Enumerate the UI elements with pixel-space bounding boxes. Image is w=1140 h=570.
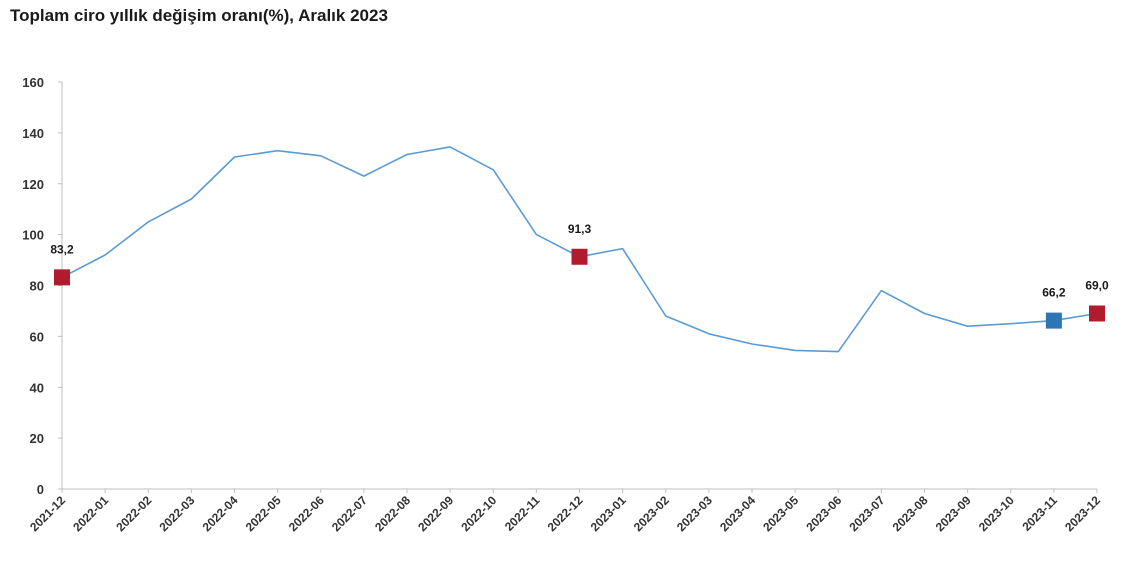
x-tick-label: 2022-08: [372, 493, 413, 534]
y-tick-label: 40: [30, 380, 44, 395]
y-tick-label: 120: [22, 177, 44, 192]
chart-axes: [61, 82, 1097, 490]
highlight-marker: [1045, 312, 1062, 329]
highlight-marker: [1089, 305, 1105, 322]
highlight-marker: [571, 248, 588, 265]
x-tick-label: 2022-05: [243, 493, 284, 534]
x-tick-label: 2023-09: [933, 493, 974, 534]
data-label: 91,3: [568, 222, 592, 236]
x-tick-label: 2023-06: [803, 493, 844, 534]
x-tick-label: 2023-03: [674, 493, 715, 534]
x-tick-label: 2022-01: [70, 493, 111, 534]
x-tick-labels: 2021-12 2022-01 2022-02 2022-03 2022-04 2022-…: [27, 489, 1103, 534]
x-tick-label: 2023-04: [717, 493, 758, 534]
highlight-marker: [54, 269, 70, 286]
y-tick-label: 20: [30, 431, 44, 446]
x-tick-label: 2022-10: [458, 493, 499, 534]
chart-title: Toplam ciro yıllık değişim oranı(%), Ara…: [10, 6, 388, 25]
x-tick-label: 2023-02: [631, 493, 672, 534]
x-tick-label: 2022-11: [502, 493, 543, 534]
x-tick-label: 2022-09: [415, 493, 456, 534]
data-label: 66,2: [1042, 286, 1066, 300]
x-tick-label: 2023-08: [890, 493, 931, 534]
x-tick-label: 2023-05: [760, 493, 801, 534]
y-tick-label: 160: [22, 75, 44, 90]
data-labels: 83,2 91,3 66,2 69,0: [50, 222, 1109, 300]
x-tick-label: 2023-12: [1062, 493, 1103, 534]
data-label: 69,0: [1085, 278, 1109, 292]
x-tick-label: 2022-07: [329, 493, 370, 534]
data-label: 83,2: [50, 242, 74, 256]
highlight-markers: [54, 248, 1105, 329]
x-tick-label: 2022-04: [200, 493, 241, 534]
x-tick-label: 2023-10: [976, 493, 1017, 534]
y-tick-label: 140: [22, 126, 44, 141]
y-tick-label: 60: [30, 329, 44, 344]
y-tick-label: 0: [37, 482, 44, 497]
x-tick-label: 2023-11: [1019, 493, 1060, 534]
x-tick-label: 2022-06: [286, 493, 327, 534]
y-tick-labels: 0 20 40 60 80 100 120 140 160: [22, 75, 62, 497]
x-tick-label: 2023-01: [588, 493, 629, 534]
y-tick-label: 80: [30, 279, 44, 294]
x-tick-label: 2022-02: [113, 493, 154, 534]
x-tick-label: 2023-07: [846, 493, 887, 534]
x-tick-label: 2021-12: [27, 493, 68, 534]
x-tick-label: 2022-03: [156, 493, 197, 534]
x-tick-label: 2022-12: [545, 493, 586, 534]
y-tick-label: 100: [22, 228, 44, 243]
